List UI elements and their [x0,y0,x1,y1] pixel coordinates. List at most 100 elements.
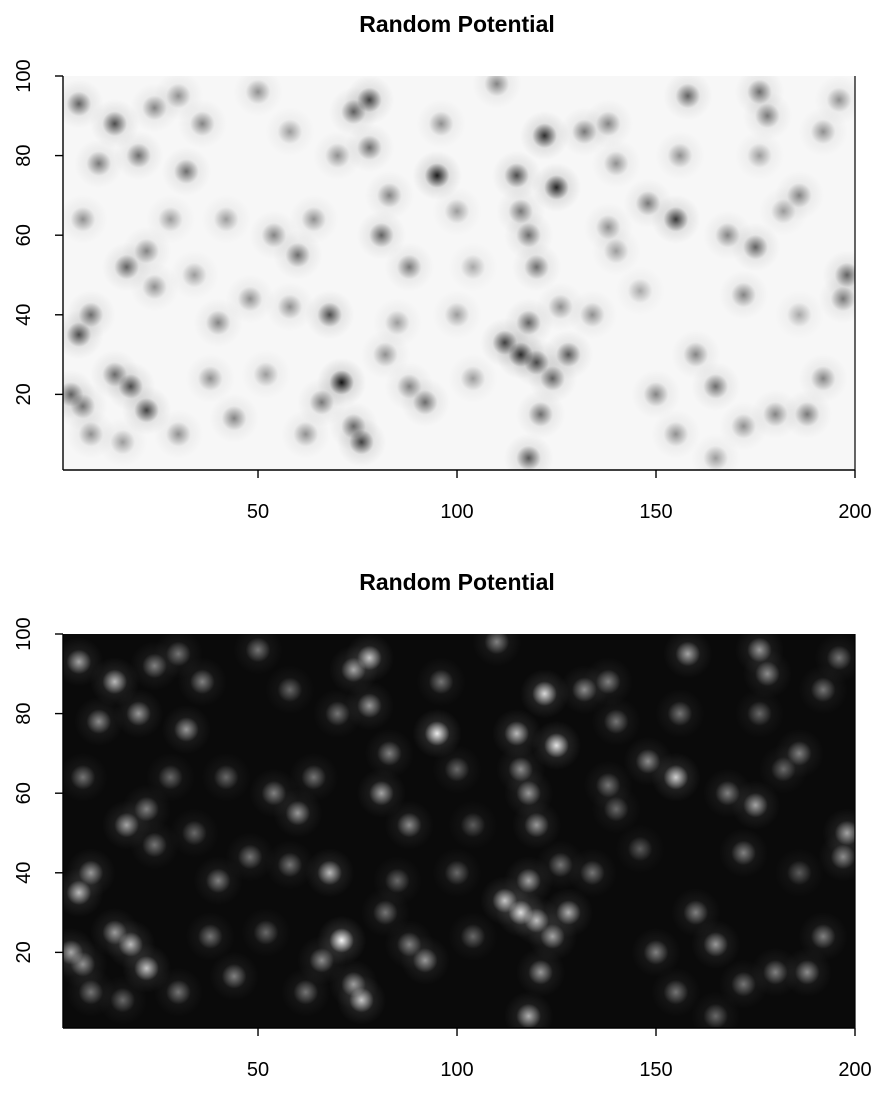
heatmap-peak [763,959,788,985]
heatmap-peak [548,852,573,878]
heatmap-peak [102,920,128,945]
heatmap-peak [556,900,581,925]
heatmap-peak [643,940,669,965]
heatmap-peak [66,649,92,675]
heatmap-peak [826,87,852,113]
y-tick-label: 20 [13,383,35,405]
heatmap-peak [428,669,454,695]
heatmap-peak [277,852,303,878]
x-tick-label: 150 [639,501,672,523]
heatmap-peak [317,860,342,886]
heatmap-peak [834,262,855,288]
heatmap-peak [460,254,486,280]
y-tick-label: 20 [13,941,35,963]
heatmap-peak [703,932,729,957]
heatmap-peak [524,254,549,280]
heatmap-peak [524,908,549,933]
heatmap-peak [110,987,136,1013]
heatmap-peak [444,756,470,782]
x-tick-label: 200 [838,1059,871,1081]
x-tick-label: 50 [247,1059,269,1081]
y-tick-label: 40 [13,304,35,326]
heatmap-peak [293,979,319,1005]
heatmap-peak [755,103,780,129]
heatmap-panel-light: Random Potential 50 100 150 200 20 40 60 80 100 [0,0,872,542]
heatmap-peak [396,374,422,399]
heatmap-peak [285,242,311,268]
heatmap-peak [579,860,605,886]
heatmap-peak [221,963,247,989]
heatmap-peak [683,342,709,367]
heatmap-peak [78,421,104,447]
heatmap-peak [205,868,231,894]
heatmap-peak [166,979,191,1005]
heatmap-peak [556,342,581,367]
heatmap-peak [663,206,689,232]
heatmap-peak [794,401,820,427]
heatmap-peak [516,222,541,248]
heatmap-peak [492,888,518,913]
heatmap-peak [142,274,167,300]
heatmap-peak [532,681,557,707]
heatmap-peak [595,772,621,798]
heatmap-peak [428,111,454,137]
heatmap-peak [747,143,772,168]
heatmap-peak [114,812,140,838]
heatmap-peak [369,222,394,248]
heatmap-peak [189,669,215,695]
heatmap-peak [396,812,422,838]
axes: 50 100 150 200 20 40 60 80 100 [13,617,872,1081]
heatmap-peak [142,653,167,679]
heatmap-peak [508,756,534,782]
heatmap-peak [309,390,335,415]
heatmap-peak [285,800,311,826]
heatmap-peak [603,709,629,734]
heatmap-peak [667,701,693,726]
heatmap-peak [595,111,621,137]
heatmap-peak [532,123,557,149]
heatmap-peak [572,677,597,703]
heatmap-peak [237,844,263,870]
heatmap-peak [747,637,772,663]
y-tick-label: 100 [13,617,35,650]
heatmap-panel-dark: Random Potential 50 100 150 200 20 40 60 80 100 [0,558,872,1100]
heatmap-peak [245,637,271,663]
x-tick-label: 100 [440,501,473,523]
heatmap-peak [544,733,569,758]
heatmap-peak [341,657,366,683]
heatmap-peak [261,780,287,806]
heatmap-peak [667,143,693,168]
heatmap-peak [484,634,510,655]
heatmap-peak [329,370,354,395]
heatmap-peak [142,832,167,858]
heatmap-peak [572,119,597,145]
heatmap-peak [277,677,303,703]
heatmap-peak [528,959,553,985]
heatmap-peak [78,302,104,328]
heatmap-peak [424,721,450,746]
heatmap-peak [110,429,136,455]
heatmap-peak [663,421,689,447]
heatmap-peak [166,421,191,447]
heatmap-peak [134,397,159,423]
heatmap-peak [412,948,438,973]
heatmap-peak [771,756,796,782]
heatmap-peak [329,928,354,953]
x-tick-label: 50 [247,501,269,523]
heatmap-peak [703,374,729,399]
heatmap-peak [70,206,96,232]
heatmap-peak [70,951,96,977]
heatmap-peak [66,880,92,906]
heatmap-peak [635,191,661,216]
heatmap-peak [715,780,740,806]
x-tick-label: 200 [838,501,871,523]
heatmap-peak [237,286,263,312]
heatmap-peak [114,254,140,280]
heatmap-peak [86,151,112,176]
heatmap-peak [786,183,812,208]
heatmap-peak [142,95,167,121]
heatmap-peak [309,948,335,973]
heatmap-peak [66,322,92,348]
heatmap-peak [213,764,239,790]
heatmap-peak [197,366,223,391]
